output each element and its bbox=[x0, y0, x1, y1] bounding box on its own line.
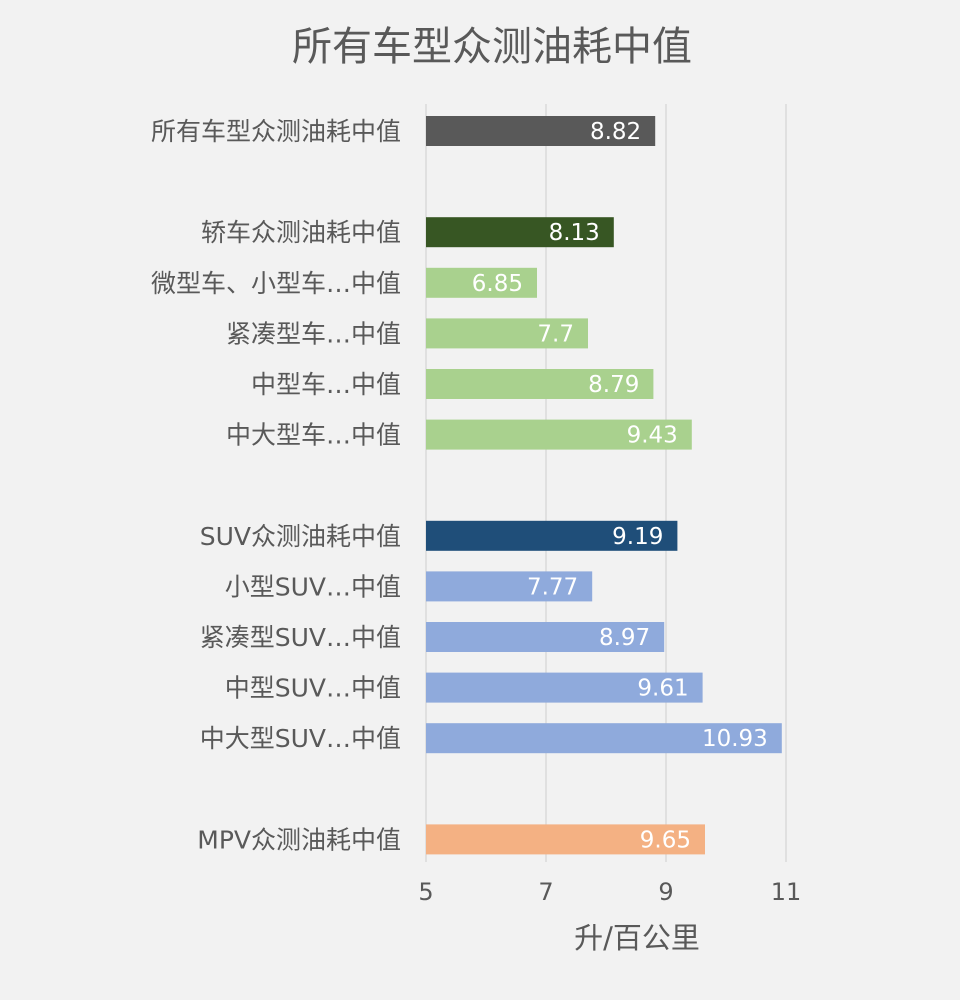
data-label: 8.82 bbox=[590, 119, 641, 145]
category-label: 中大型车…中值 bbox=[226, 421, 401, 450]
data-label: 6.85 bbox=[472, 271, 523, 297]
category-label: 紧凑型车…中值 bbox=[226, 319, 401, 348]
data-label: 9.61 bbox=[637, 676, 688, 702]
category-label: 小型SUV…中值 bbox=[225, 572, 401, 601]
data-label: 9.43 bbox=[627, 423, 678, 449]
x-tick-label: 9 bbox=[658, 878, 673, 906]
bar bbox=[426, 571, 593, 602]
x-tick-label: 7 bbox=[538, 878, 553, 906]
bar bbox=[426, 672, 703, 703]
category-labels: 所有车型众测油耗中值轿车众测油耗中值微型车、小型车…中值紧凑型车…中值中型车…中… bbox=[151, 117, 401, 854]
category-label: 中型SUV…中值 bbox=[225, 674, 401, 703]
category-label: 紧凑型SUV…中值 bbox=[200, 623, 401, 652]
x-tick-label: 5 bbox=[418, 878, 433, 906]
bars bbox=[426, 116, 782, 855]
data-label: 8.13 bbox=[549, 220, 600, 246]
bar bbox=[426, 419, 692, 450]
data-label: 9.65 bbox=[640, 827, 691, 853]
category-label: SUV众测油耗中值 bbox=[200, 522, 401, 551]
category-label: 轿车众测油耗中值 bbox=[201, 218, 401, 247]
data-label: 9.19 bbox=[612, 524, 663, 550]
value-labels: 8.82 8.13 6.85 7.7 8.79 9.43 9.19 7.77 8.97 9.61 1… bbox=[472, 119, 768, 853]
bar bbox=[426, 318, 588, 349]
bar bbox=[426, 267, 537, 298]
x-tick-labels: 5 7 9 11 bbox=[418, 878, 801, 906]
data-label: 8.97 bbox=[599, 625, 650, 651]
bar bbox=[426, 622, 665, 652]
category-label: 所有车型众测油耗中值 bbox=[151, 117, 401, 146]
bar bbox=[426, 217, 614, 248]
category-label: 微型车、小型车…中值 bbox=[151, 269, 401, 298]
bar bbox=[426, 723, 782, 754]
bar bbox=[426, 824, 705, 855]
bar bbox=[426, 520, 678, 551]
data-label: 7.77 bbox=[527, 574, 578, 600]
bar bbox=[426, 116, 656, 146]
category-label: 中大型SUV…中值 bbox=[200, 724, 401, 753]
chart-title: 所有车型众测油耗中值 bbox=[292, 24, 692, 70]
x-axis-title: 升/百公里 bbox=[574, 921, 700, 955]
data-label: 10.93 bbox=[702, 726, 768, 752]
data-label: 7.7 bbox=[537, 321, 574, 347]
x-tick-label: 11 bbox=[771, 878, 802, 906]
bar bbox=[426, 369, 654, 399]
category-label: 中型车…中值 bbox=[251, 370, 401, 399]
category-label: MPV众测油耗中值 bbox=[197, 825, 401, 854]
data-label: 8.79 bbox=[588, 372, 639, 398]
